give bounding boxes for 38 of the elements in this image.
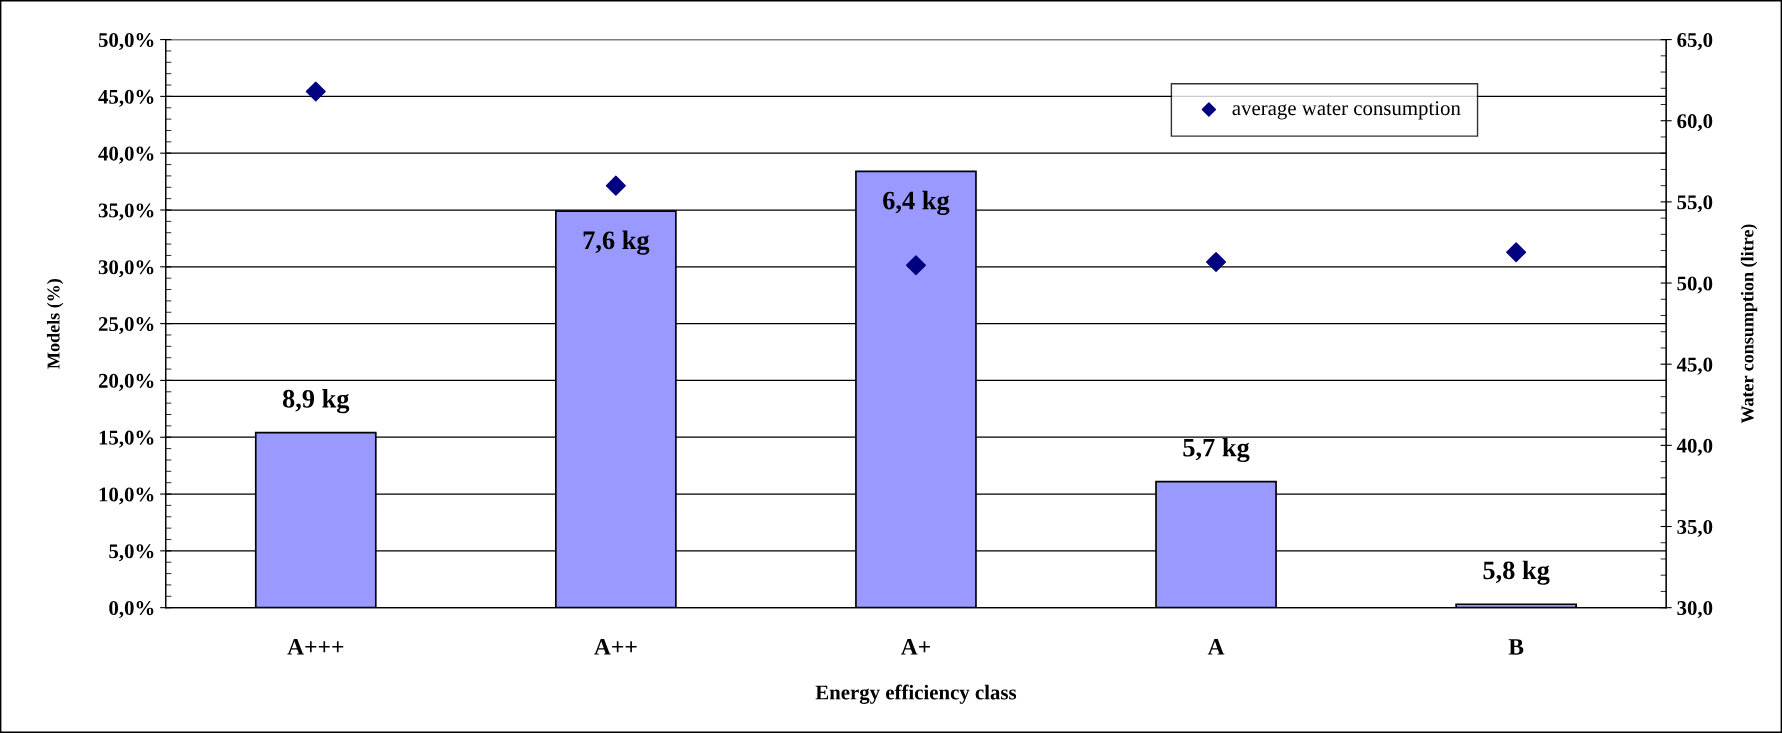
- y-tick-label: 30,0%: [98, 260, 154, 278]
- y2-tick-label: 30,0: [1677, 601, 1713, 619]
- y-tick-label: 40,0%: [98, 146, 154, 164]
- y-tick-label: 25,0%: [98, 316, 154, 335]
- annotation: 6,4 kg: [883, 190, 950, 215]
- y-tick-label: 45,0%: [98, 89, 154, 107]
- annotation: 7,6 kg: [583, 230, 650, 255]
- y-tick-label: 15,0%: [99, 430, 154, 448]
- point: [605, 175, 626, 196]
- y-tick-label: 20,0%: [98, 373, 154, 391]
- point: [1506, 242, 1527, 263]
- y2-tick-label: 65,0: [1677, 32, 1713, 51]
- y2-tick-label: 35,0: [1677, 519, 1713, 537]
- y-tick-label: 10,0%: [99, 487, 154, 505]
- point: [1206, 251, 1227, 272]
- point: [305, 81, 326, 102]
- y2-tick-label: 45,0: [1676, 357, 1713, 375]
- x-tick-label: A+: [900, 639, 930, 655]
- y-tick-label: 0,0%: [109, 601, 154, 619]
- y2-tick-label: 50,0: [1677, 276, 1713, 294]
- x-tick-label: A++: [594, 639, 637, 655]
- y2-tick-label: 55,0: [1677, 195, 1713, 213]
- annotation: 5,7 kg: [1183, 437, 1250, 463]
- x-tick-label: A: [1207, 639, 1225, 655]
- y-axis-title: Models (%): [46, 279, 64, 369]
- x-tick-label: A+++: [287, 639, 344, 655]
- annotation: 5,8 kg: [1483, 560, 1550, 585]
- y-tick-label: 50,0%: [98, 32, 154, 51]
- y2-tick-label: 60,0: [1677, 114, 1713, 132]
- y2-axis-title: Water consumption (litre): [1740, 224, 1758, 424]
- annotation: 8,9 kg: [282, 389, 350, 414]
- legend-label: average water consumption: [1232, 101, 1461, 120]
- y-tick-label: 5,0%: [109, 544, 154, 562]
- y2-tick-label: 40,0: [1676, 438, 1713, 456]
- y-tick-label: 35,0%: [98, 203, 154, 221]
- x-axis-title: Energy efficiency class: [815, 684, 1017, 704]
- point: [905, 255, 926, 276]
- x-tick-label: B: [1508, 639, 1524, 655]
